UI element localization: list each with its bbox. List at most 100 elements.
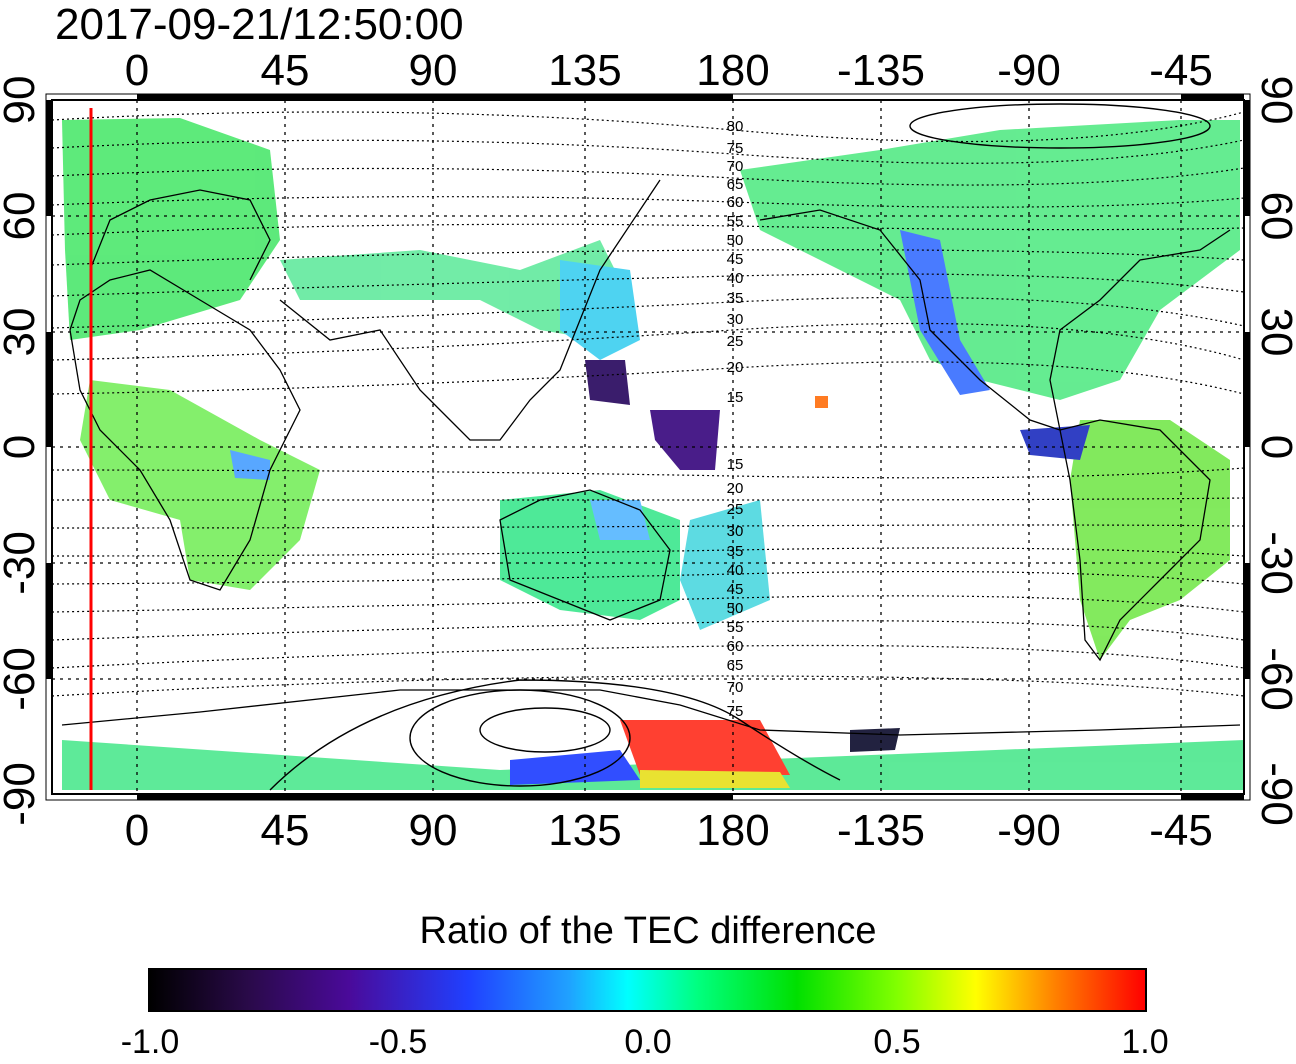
contour-label: 45: [727, 581, 744, 598]
tec-patch-antarctic-red: [620, 720, 790, 775]
top-lon-labels: 0 45 90 135 180 -135 -90 -45: [125, 46, 1213, 95]
contour-label: 20: [727, 359, 744, 376]
tec-patch-nz: [680, 500, 770, 630]
lon-tick-label: 135: [548, 46, 621, 95]
lat-tick-label: 30: [1252, 308, 1296, 357]
lat-tick-label: 30: [0, 308, 44, 357]
tec-patch-japan: [560, 260, 640, 360]
lat-tick-label: -30: [1252, 531, 1296, 595]
tec-patch-africa: [80, 380, 320, 590]
lat-tick-label: 0: [1252, 435, 1296, 459]
tec-patch-sa-dark: [1020, 425, 1090, 460]
lat-tick-label: 90: [0, 76, 44, 125]
lon-tick-label: 90: [409, 806, 458, 855]
coast-asia: [279, 179, 661, 441]
colorbar-label: -1.0: [120, 1023, 180, 1061]
contour-label: 30: [727, 311, 744, 328]
lon-tick-label: 45: [261, 46, 310, 95]
contour-labels-south: 15 20 25 30 35 40 45 50 55 60 65 70 75: [727, 456, 744, 720]
coast-north-america: [759, 209, 1231, 431]
contour-label: 65: [727, 657, 744, 674]
lat-tick-label: 60: [1252, 192, 1296, 241]
tec-patch-antarctic-blue: [510, 750, 640, 785]
contour-label: 70: [727, 158, 744, 175]
map-timestamp-title: 2017-09-21/12:50:00: [55, 0, 464, 49]
contour-label: 50: [727, 600, 744, 617]
coast-europe-africa: [69, 269, 301, 591]
tec-patch-australia: [500, 490, 680, 620]
tec-patch-pacific-dark-1: [585, 360, 630, 405]
tec-patch-africa-blue: [230, 450, 270, 480]
contour-label: 75: [727, 140, 744, 157]
axis-bars: [46, 94, 1250, 800]
lat-tick-label: -60: [1252, 647, 1296, 711]
contour-label: 20: [727, 480, 744, 497]
lat-lon-grid: [52, 100, 1244, 794]
lon-tick-label: -90: [997, 46, 1061, 95]
lon-tick-label: 90: [409, 46, 458, 95]
lat-tick-label: -30: [0, 531, 44, 595]
colorbar-label: 0.5: [873, 1023, 921, 1061]
contour-label: 70: [727, 679, 744, 696]
contour-labels-north: 80 75 70 65 60 55 50 45 40 35 30 25 20 1…: [727, 118, 744, 406]
contour-label: 40: [727, 562, 744, 579]
lat-tick-label: -60: [0, 647, 44, 711]
lon-tick-label: 180: [696, 46, 769, 95]
lon-tick-label: 0: [125, 806, 149, 855]
lon-tick-label: -135: [837, 806, 925, 855]
solid-contours: [269, 103, 1211, 791]
lon-tick-label: -45: [1149, 806, 1213, 855]
lon-tick-label: 0: [125, 46, 149, 95]
tec-patch-antarctic-yellow: [640, 770, 790, 788]
contour-label: 55: [727, 619, 744, 636]
contour-label: 65: [727, 176, 744, 193]
tec-patch-pacific-dark-2: [650, 410, 720, 470]
tec-patch-australia-blue: [590, 500, 650, 540]
tec-patch-asia: [280, 240, 630, 340]
contour-label: 40: [727, 270, 744, 287]
lon-tick-label: -135: [837, 46, 925, 95]
tec-map: 80 75 70 65 60 55 50 45 40 35 30 25 20 1…: [0, 46, 1296, 855]
lat-tick-label: -90: [1252, 762, 1296, 826]
colorbar-label: -0.5: [368, 1023, 428, 1061]
coast-australia: [499, 489, 671, 621]
lon-tick-label: 135: [548, 806, 621, 855]
lon-tick-label: 45: [261, 806, 310, 855]
contour-label: 75: [727, 703, 744, 720]
lon-tick-label: 180: [696, 806, 769, 855]
contour-label: 15: [727, 456, 744, 473]
right-lat-labels: 90 60 30 0 -30 -60 -90: [1252, 76, 1296, 826]
lat-tick-label: 90: [1252, 76, 1296, 125]
bottom-lon-labels: 0 45 90 135 180 -135 -90 -45: [125, 806, 1213, 855]
contour-label: 35: [727, 543, 744, 560]
coastlines: [61, 179, 1241, 736]
tec-patch-south-america: [1070, 420, 1230, 660]
tec-patch-antarctic-dark: [850, 728, 900, 752]
contour-label: 25: [727, 333, 744, 350]
contour-label: 25: [727, 501, 744, 518]
magnetic-contours: [52, 111, 1244, 697]
colorbar-title: Ratio of the TEC difference: [419, 910, 877, 952]
left-lat-labels: 90 60 30 0 -30 -60 -90: [0, 76, 44, 826]
colorbar-label: 0.0: [624, 1023, 672, 1061]
lat-tick-label: 0: [0, 435, 44, 459]
tec-patch-europe: [62, 118, 280, 340]
lat-tick-label: -90: [0, 762, 44, 826]
lon-tick-label: -90: [997, 806, 1061, 855]
lon-tick-label: -45: [1149, 46, 1213, 95]
contour-label: 45: [727, 251, 744, 268]
tec-patch-north-america: [740, 120, 1240, 400]
contour-label: 35: [727, 290, 744, 307]
contour-label: 55: [727, 213, 744, 230]
contour-label: 15: [727, 389, 744, 406]
coast-europe: [89, 189, 271, 281]
lat-tick-label: 60: [0, 192, 44, 241]
colorbar: [148, 968, 1147, 1012]
contour-label: 60: [727, 638, 744, 655]
coast-antarctica: [61, 689, 1241, 736]
tec-patch-na-blue: [900, 230, 990, 395]
coast-south-america: [1059, 419, 1211, 662]
tec-patch-pacific-orange: [815, 396, 828, 408]
contour-label: 80: [727, 118, 744, 135]
contour-label: 30: [727, 523, 744, 540]
